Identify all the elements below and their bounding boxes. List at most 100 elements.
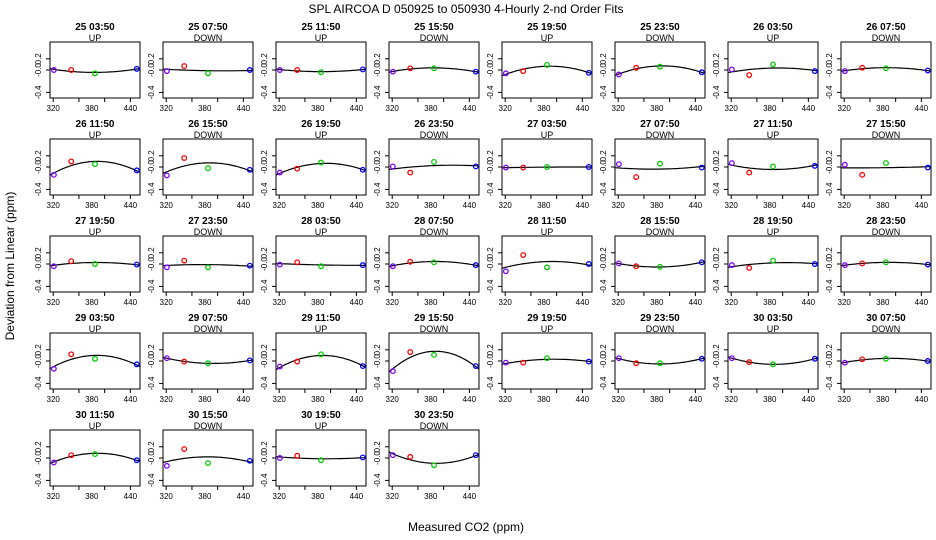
data-point (431, 462, 437, 469)
x-tick-label: 440 (350, 298, 364, 307)
panel-direction-label: UP (767, 130, 780, 140)
data-point (698, 355, 705, 362)
fit-curve (614, 261, 706, 268)
x-tick-label: 320 (160, 492, 174, 501)
data-point (276, 169, 283, 176)
fit-curve (388, 164, 480, 170)
data-point (359, 166, 366, 173)
y-tick-label: -0.0 (373, 257, 382, 271)
y-tick-label: -0.0 (486, 160, 495, 174)
panel-time-label: 27 11:50 (754, 119, 793, 130)
y-tick-label: 0.2 (147, 344, 156, 356)
data-point (728, 66, 735, 73)
x-tick-label: 440 (350, 201, 364, 210)
data-point (924, 261, 931, 268)
x-tick-label: 440 (689, 298, 703, 307)
x-tick-label: 320 (160, 395, 174, 404)
data-point (811, 162, 818, 169)
x-tick-label: 320 (273, 395, 287, 404)
x-tick-label: 380 (424, 298, 438, 307)
y-tick-label: 0.2 (712, 53, 721, 65)
data-point (318, 457, 324, 464)
panel-direction-label: DOWN (646, 33, 675, 43)
y-tick-label: 0.2 (260, 441, 269, 453)
x-tick-label: 380 (424, 201, 438, 210)
data-point (181, 155, 188, 161)
fit-curve (49, 261, 141, 267)
panel-time-label: 30 15:50 (188, 410, 228, 421)
fit-curve (162, 456, 254, 464)
y-tick-label: 0.2 (34, 150, 43, 162)
y-tick-label: -0.0 (486, 63, 495, 77)
x-tick-label: 440 (124, 492, 138, 501)
fit-curve (502, 166, 592, 169)
x-tick-label: 380 (650, 104, 664, 113)
panel-time-label: 29 03:50 (75, 313, 115, 324)
x-tick-label: 380 (311, 104, 325, 113)
x-tick-label: 380 (85, 298, 99, 307)
panel-direction-label: UP (315, 33, 328, 43)
x-tick-label: 380 (876, 298, 890, 307)
data-point (472, 262, 479, 269)
panel-time-label: 29 23:50 (640, 313, 680, 324)
y-tick-label: 0.2 (373, 344, 382, 356)
x-tick-label: 320 (612, 201, 626, 210)
data-point (544, 62, 550, 68)
panel-direction-label: UP (89, 33, 102, 43)
data-point (359, 262, 366, 269)
data-point (133, 167, 140, 174)
data-point (294, 452, 301, 459)
data-point (92, 261, 98, 267)
data-point (746, 359, 753, 366)
data-point (318, 159, 324, 166)
data-point (585, 164, 592, 170)
fit-curve (501, 65, 593, 77)
fit-curve (388, 67, 480, 73)
data-point (859, 356, 866, 363)
data-point (294, 358, 301, 365)
data-point (924, 164, 931, 171)
data-point (389, 163, 396, 170)
x-tick-label: 440 (463, 201, 477, 210)
fit-curve (501, 358, 593, 365)
y-tick-label: -0.4 (147, 376, 156, 390)
panel-frame (162, 429, 254, 487)
x-tick-label: 320 (47, 201, 61, 210)
x-tick-label: 380 (537, 104, 551, 113)
panel-direction-label: UP (89, 421, 102, 431)
x-tick-label: 380 (650, 201, 664, 210)
y-tick-label: -0.0 (599, 257, 608, 271)
data-point (585, 261, 592, 267)
y-tick-label: -0.0 (486, 354, 495, 368)
data-point (407, 258, 414, 265)
panel-direction-label: UP (767, 324, 780, 334)
data-point (68, 258, 75, 265)
y-tick-label: -0.0 (486, 257, 495, 271)
panel-time-label: 25 19:50 (527, 22, 567, 33)
y-tick-label: -0.4 (147, 182, 156, 196)
y-tick-label: -0.4 (825, 376, 834, 390)
data-point (276, 455, 283, 461)
y-tick-label: -0.0 (825, 257, 834, 271)
fit-curve (614, 357, 706, 365)
data-point (657, 360, 663, 367)
y-tick-label: -0.4 (34, 376, 43, 390)
x-tick-label: 440 (915, 395, 929, 404)
x-tick-label: 440 (689, 104, 703, 113)
panel-direction-label: DOWN (646, 130, 675, 140)
y-tick-label: -0.4 (373, 473, 382, 487)
data-point (811, 68, 818, 75)
data-point (746, 169, 753, 176)
y-tick-label: 0.2 (712, 344, 721, 356)
panel-direction-label: UP (89, 227, 102, 237)
data-point (163, 172, 170, 179)
fit-curve (501, 260, 593, 269)
data-point (359, 363, 366, 369)
y-tick-label: -0.0 (147, 63, 156, 77)
